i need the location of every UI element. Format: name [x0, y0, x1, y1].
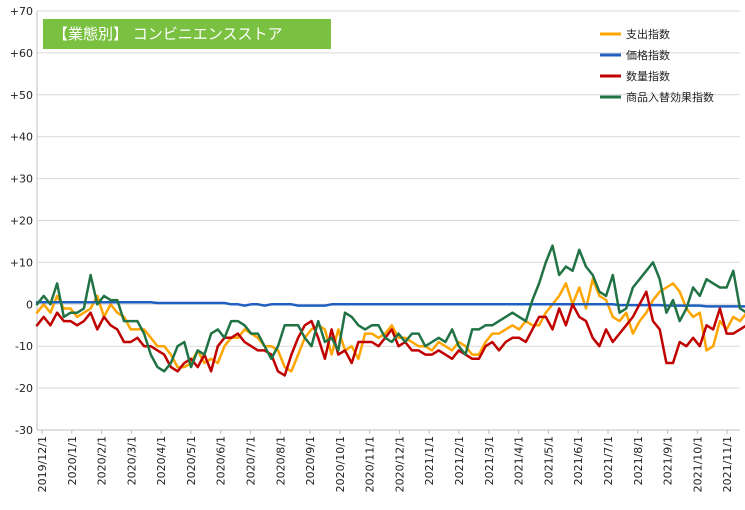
y-tick-label: +20	[10, 215, 33, 228]
y-tick-label: +70	[10, 5, 33, 18]
y-tick-label: +40	[10, 131, 33, 144]
legend-label: 価格指数	[626, 48, 670, 62]
x-tick-label: 2020/9/1	[304, 436, 317, 485]
legend-label: 数量指数	[626, 69, 670, 83]
y-tick-label: -30	[15, 424, 33, 437]
x-tick-label: 2021/5/1	[542, 436, 555, 485]
series-line-2	[35, 290, 745, 377]
x-tick-label: 2021/4/1	[513, 436, 526, 485]
y-tick-label: +50	[10, 89, 33, 102]
series-line-0	[35, 277, 745, 373]
legend-label: 支出指数	[626, 27, 670, 41]
x-tick-label: 2020/5/1	[185, 436, 198, 485]
y-tick-label: +60	[10, 47, 33, 60]
x-tick-label: 2020/3/1	[125, 436, 138, 485]
axes: +70 +60 +50 +40 +30 +20 +10 0 -10 -20 -302019/12/1…	[10, 5, 740, 492]
series-lines	[35, 244, 745, 377]
x-tick-label: 2020/11/1	[364, 436, 377, 492]
x-tick-label: 2020/10/1	[334, 436, 347, 492]
series-line-3	[35, 244, 745, 373]
y-tick-label: -20	[15, 382, 33, 395]
x-tick-label: 2020/4/1	[155, 436, 168, 485]
x-tick-label: 2020/7/1	[245, 436, 258, 485]
y-tick-label: +10	[10, 256, 33, 269]
x-tick-label: 2021/3/1	[483, 436, 496, 485]
series-line-1	[35, 300, 745, 308]
legend-label: 商品入替効果指数	[626, 90, 714, 104]
x-tick-label: 2021/10/1	[691, 436, 704, 492]
y-tick-label: 0	[26, 298, 33, 311]
chart-title: 【業態別】 コンビニエンスストア	[43, 19, 331, 49]
x-tick-label: 2021/11/1	[721, 436, 734, 492]
x-tick-label: 2021/6/1	[572, 436, 585, 485]
x-tick-label: 2020/1/1	[66, 436, 79, 485]
y-tick-label: -10	[15, 340, 33, 353]
x-tick-label: 2021/2/1	[453, 436, 466, 485]
x-tick-label: 2020/2/1	[96, 436, 109, 485]
x-tick-label: 2021/9/1	[662, 436, 675, 485]
x-tick-label: 2021/8/1	[632, 436, 645, 485]
x-tick-label: 2020/12/1	[393, 436, 406, 492]
x-tick-label: 2020/6/1	[215, 436, 228, 485]
x-tick-label: 2020/8/1	[274, 436, 287, 485]
x-tick-label: 2021/7/1	[602, 436, 615, 485]
x-tick-label: 2019/12/1	[36, 436, 49, 492]
y-tick-label: +30	[10, 173, 33, 186]
x-tick-label: 2021/1/1	[423, 436, 436, 485]
